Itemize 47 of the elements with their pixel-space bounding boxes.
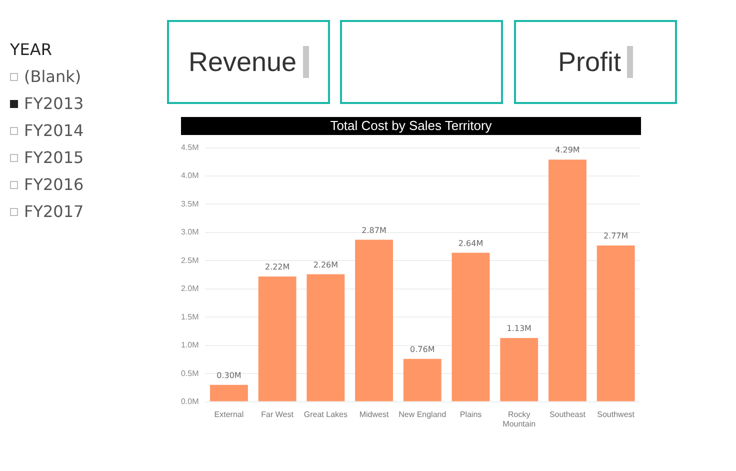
text: Profit [558, 46, 622, 78]
x-tick-label: Great Lakes [304, 410, 348, 419]
text: FY2015 [24, 148, 84, 167]
bar [548, 160, 586, 402]
text: FY2013 [24, 94, 84, 113]
text: Revenue [188, 46, 297, 78]
x-tick-label: Midwest [359, 410, 390, 419]
bar [258, 276, 296, 402]
text: FY2016 [24, 175, 84, 194]
data-label: 2.22M [264, 262, 290, 272]
y-tick-label: 3.0M [180, 228, 200, 237]
text: YEAR [10, 40, 53, 59]
bar [403, 358, 442, 402]
y-tick-label: 0.5M [180, 368, 200, 378]
y-tick-label: 2.5M [180, 256, 200, 265]
data-label: 2.64M [458, 238, 484, 248]
bar [500, 338, 538, 402]
data-label: 2.87M [362, 226, 386, 235]
y-tick-label: 3.5M [180, 199, 200, 208]
data-label: 4.29M [555, 146, 580, 155]
y-tick-label: 1.0M [180, 340, 200, 350]
text: FY2014 [24, 121, 84, 140]
data-label: 1.13M [506, 324, 532, 334]
data-label: 0.76M [410, 344, 435, 354]
text: FY2017 [24, 202, 84, 221]
bar [306, 274, 345, 402]
bar [355, 240, 393, 402]
x-tick-label: New England [398, 410, 446, 419]
y-tick-label: 2.0M [180, 284, 200, 294]
x-tick-label: Southeast [549, 410, 586, 419]
x-tick-label: Rocky Mountain [502, 410, 536, 428]
data-label: 2.77M [603, 232, 628, 241]
x-tick-label: Southwest [597, 410, 636, 419]
y-tick-label: 4.5M [180, 143, 200, 152]
y-tick-label: 0.0M [180, 397, 200, 406]
text: (Blank) [24, 67, 82, 86]
data-label: 0.30M [216, 370, 242, 380]
x-tick-label: Plains [460, 410, 482, 419]
bar [452, 252, 490, 402]
y-tick-label: 1.5M [180, 312, 200, 322]
bar [210, 384, 248, 402]
bar [596, 245, 635, 402]
x-tick-label: Far West [261, 410, 294, 419]
data-label: 2.26M [313, 260, 338, 270]
x-tick-label: External [214, 410, 244, 419]
chart-title: Total Cost by Sales Territory [181, 117, 641, 135]
y-tick-label: 4.0M [180, 171, 200, 180]
